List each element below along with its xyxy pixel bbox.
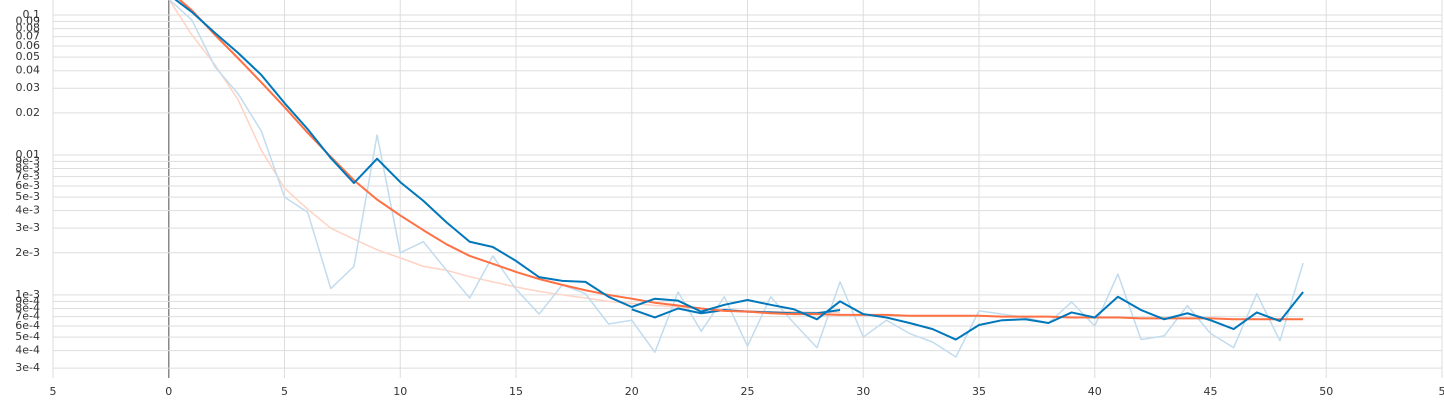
y-tick-label: 6e-4 xyxy=(15,319,40,332)
series-line xyxy=(168,0,1304,358)
y-tick-label: 0.01 xyxy=(16,148,41,161)
x-tick-label: 50 xyxy=(1319,385,1333,398)
y-tick-label: 8e-3 xyxy=(15,162,40,175)
y-tick-label: 0.09 xyxy=(16,14,41,27)
y-tick-label: 4e-3 xyxy=(15,204,40,217)
x-tick-label: 35 xyxy=(972,385,986,398)
y-tick-label: 3e-4 xyxy=(15,361,40,374)
y-tick-label: 3e-3 xyxy=(15,221,40,234)
y-tick-label: 0.04 xyxy=(16,64,41,77)
y-tick-label: 0.1 xyxy=(23,8,41,21)
series-line xyxy=(178,0,1304,321)
y-tick-label: 5e-3 xyxy=(15,190,40,203)
x-tick-label: 0 xyxy=(165,385,172,398)
y-tick-label: 7e-3 xyxy=(15,170,40,183)
y-tick-label: 6e-3 xyxy=(15,179,40,192)
tick-labels: 5 0 5 10 15 20 25 30 35 40 45 50 50.10.090.080.070.0… xyxy=(15,8,1444,398)
x-tick-label: 45 xyxy=(1204,385,1218,398)
y-tick-label: 9e-4 xyxy=(15,294,40,307)
y-tick-label: 9e-3 xyxy=(15,154,40,167)
grid xyxy=(52,0,1443,378)
y-tick-label: 1e-3 xyxy=(15,288,40,301)
x-tick-label: 5 xyxy=(50,385,57,398)
y-tick-label: 2e-3 xyxy=(15,246,40,259)
x-tick-label: 25 xyxy=(741,385,755,398)
x-tick-label: 30 xyxy=(856,385,870,398)
x-tick-label: 5 xyxy=(281,385,288,398)
series-line xyxy=(174,0,1304,341)
y-tick-label: 0.07 xyxy=(16,30,41,43)
y-tick-label: 0.03 xyxy=(16,81,41,94)
x-tick-label: 20 xyxy=(625,385,639,398)
plot-lines xyxy=(168,0,1304,358)
y-tick-label: 4e-4 xyxy=(15,344,40,357)
x-tick-label: 5 xyxy=(1439,385,1444,398)
y-tick-label: 0.06 xyxy=(16,39,41,52)
y-tick-label: 7e-4 xyxy=(15,310,40,323)
y-tick-label: 0.05 xyxy=(16,50,41,63)
x-tick-label: 15 xyxy=(509,385,523,398)
x-tick-label: 40 xyxy=(1088,385,1102,398)
x-tick-label: 10 xyxy=(393,385,407,398)
y-tick-label: 5e-4 xyxy=(15,330,40,343)
y-tick-label: 8e-4 xyxy=(15,302,40,315)
y-tick-label: 0.08 xyxy=(16,22,41,35)
y-tick-label: 0.02 xyxy=(16,106,41,119)
